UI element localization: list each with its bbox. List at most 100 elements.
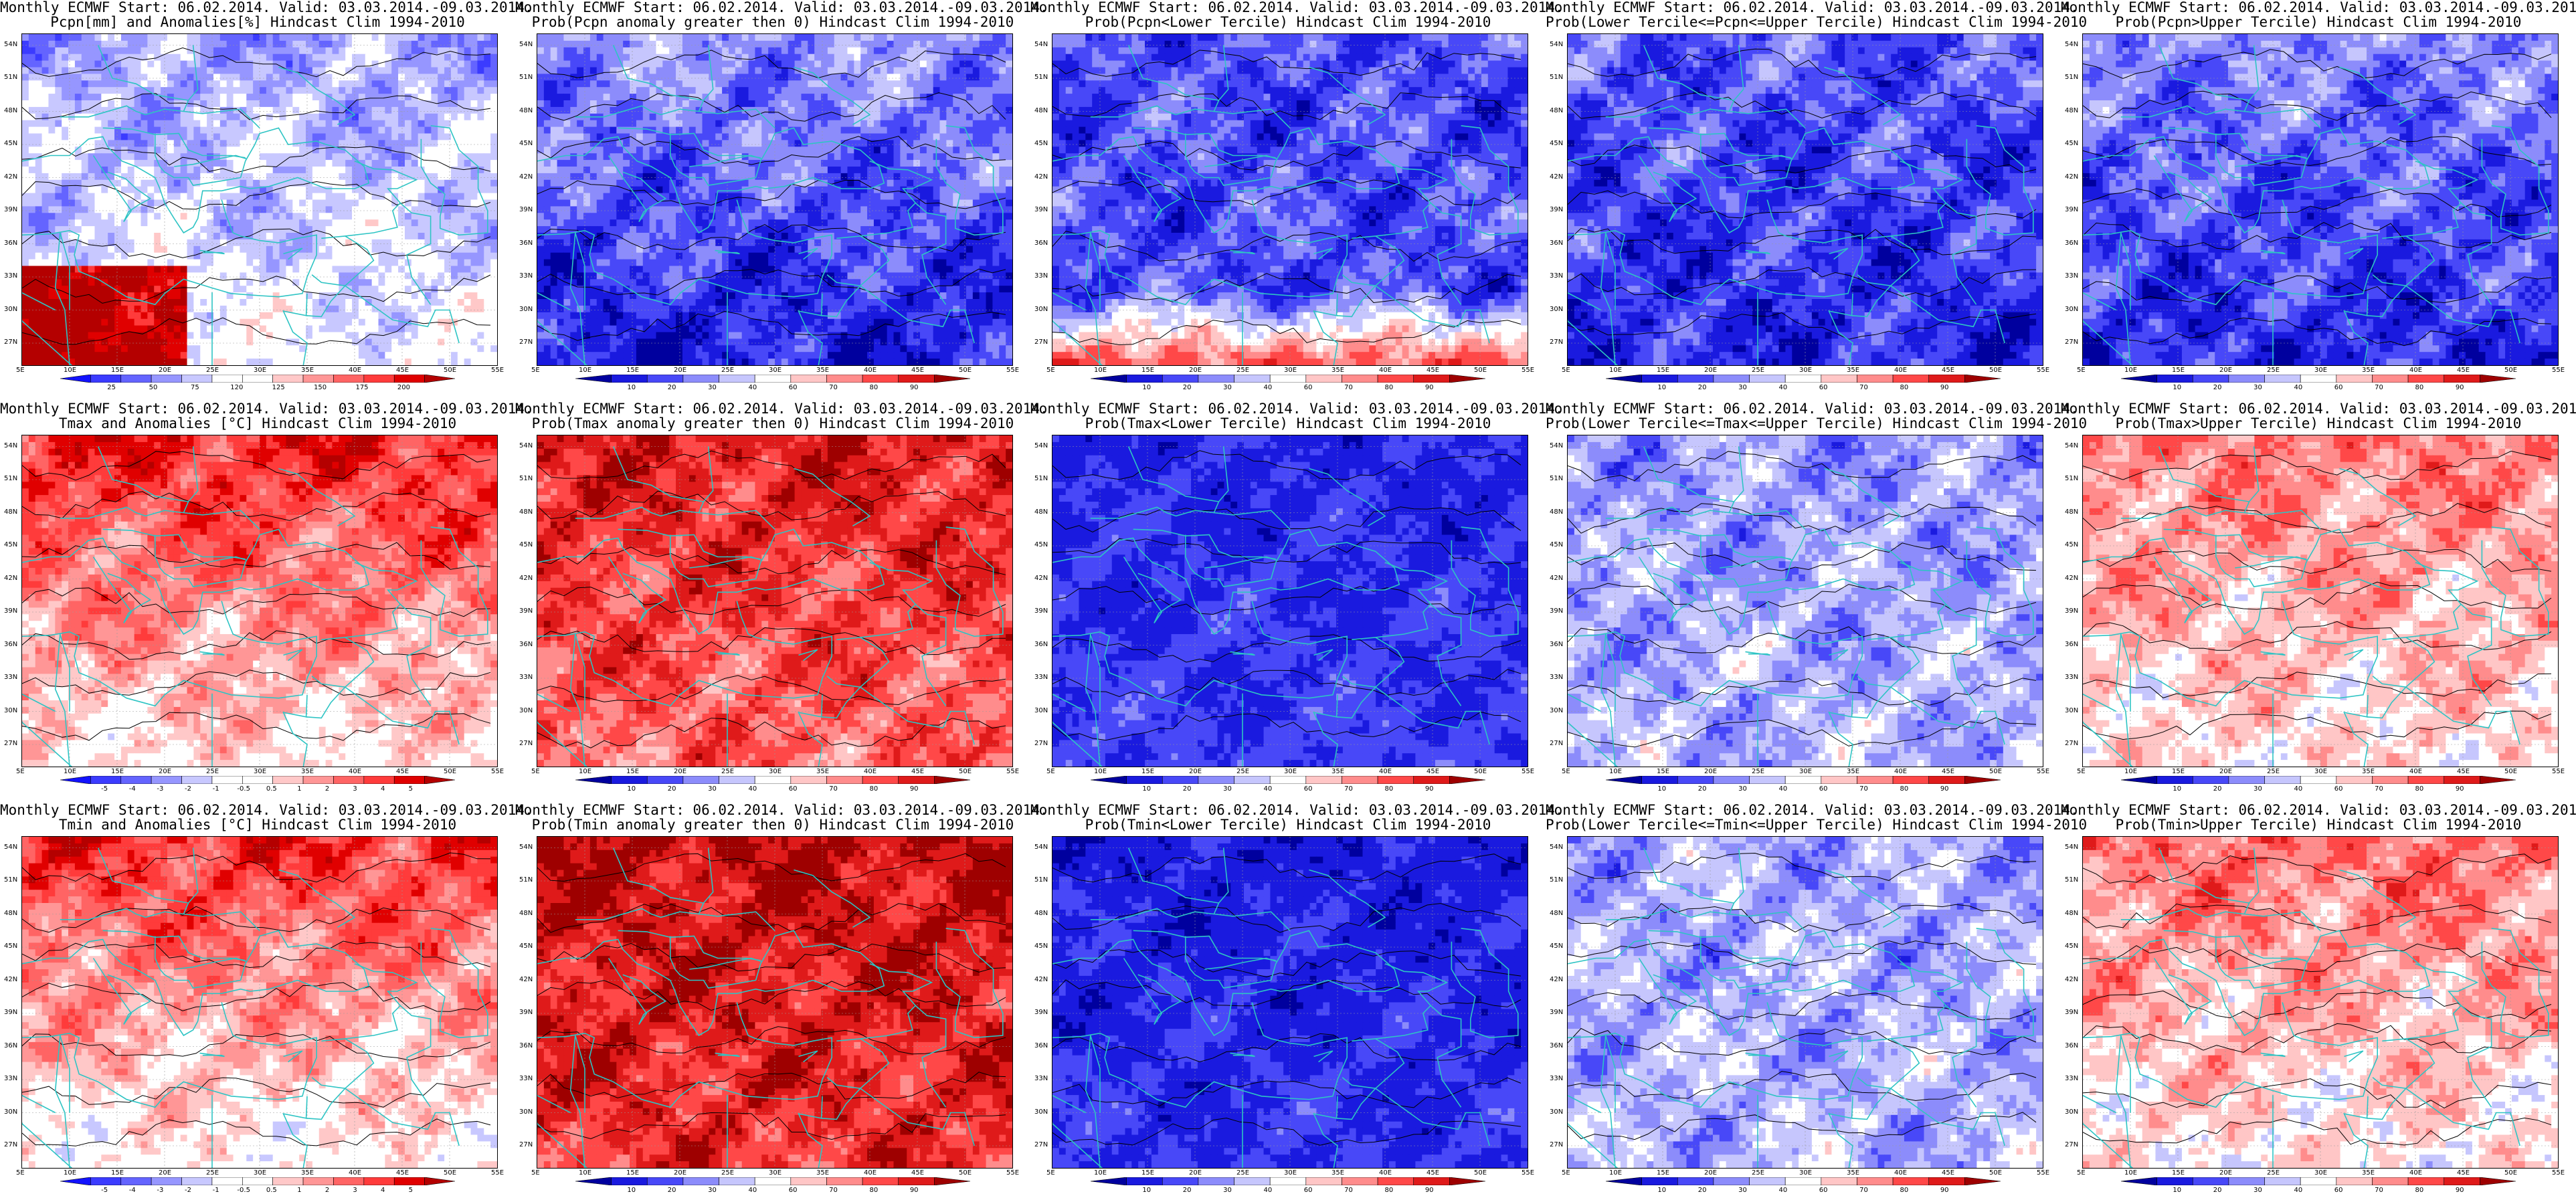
colorbar-tick-label: 10 [627, 384, 636, 391]
lat-label: 51N [2065, 74, 2078, 81]
lon-label: 50E [444, 768, 456, 775]
lat-label: 33N [4, 272, 17, 280]
colorbar-swatch [393, 375, 425, 383]
colorbar-tick-label: 30 [1223, 384, 1232, 391]
coastlines-borders [1052, 847, 1519, 1168]
panel-title-line2: Prob(Tmin anomaly greater then 0) Hindca… [515, 817, 1030, 833]
colorbar-tick-label: 5 [409, 785, 413, 793]
colorbar-tick-label: 20 [668, 1187, 676, 1194]
colorbar-swatch [1641, 1177, 1678, 1185]
lon-label: 10E [2124, 367, 2137, 374]
colorbar-tick-label: 2 [325, 785, 329, 793]
graticule [1052, 34, 1528, 365]
colorbar-swatch [1749, 375, 1786, 383]
colorbar-tick-label: 10 [2173, 384, 2181, 391]
colorbar-swatch [2336, 776, 2373, 784]
lon-label: 35E [301, 1169, 314, 1177]
colorbar-swatch [90, 776, 122, 784]
lon-label: 40E [1379, 768, 1392, 775]
colorbar-swatch [826, 776, 863, 784]
colorbar-swatch [1857, 776, 1894, 784]
lon-label: 45E [396, 768, 409, 775]
colorbar-swatch [60, 375, 91, 383]
colorbar-swatch [1377, 375, 1414, 383]
colorbar [575, 776, 970, 784]
colorbar-swatch [2228, 1177, 2265, 1185]
forecast-panel: Monthly ECMWF Start: 06.02.2014. Valid: … [2061, 803, 2576, 1204]
lat-label: 33N [519, 674, 533, 681]
colorbar [1091, 776, 1485, 784]
colorbar-tick-label: 75 [191, 384, 199, 391]
colorbar-tick-label: 40 [748, 785, 757, 793]
colorbar [60, 776, 455, 784]
colorbar-swatch [862, 375, 899, 383]
lat-label: 27N [1034, 740, 1048, 747]
colorbar-swatch [934, 776, 970, 784]
lat-label: 36N [1550, 1042, 1563, 1049]
lon-label: 10E [1094, 1169, 1107, 1177]
colorbar-swatch [1234, 375, 1271, 383]
contour-lines [537, 853, 1006, 1140]
lat-label: 30N [1034, 707, 1048, 714]
colorbar-tick-label: -2 [185, 1187, 191, 1194]
colorbar-swatch [393, 776, 425, 784]
lon-label: 5E [531, 1169, 540, 1177]
lon-label: 20E [674, 367, 686, 374]
lat-label: 30N [1550, 306, 1563, 313]
colorbar-swatch [424, 776, 455, 784]
panel-title-line2: Prob(Lower Tercile<=Tmin<=Upper Tercile)… [1546, 817, 2087, 833]
colorbar-tick-label: 30 [1738, 785, 1747, 793]
map-field [537, 837, 1012, 1168]
map-field [537, 34, 1012, 365]
lon-label: 5E [2077, 1169, 2086, 1177]
colorbar-swatch [60, 776, 91, 784]
lat-label: 42N [519, 976, 533, 983]
lat-label: 54N [1550, 41, 1563, 48]
lat-label: 54N [2065, 41, 2078, 48]
colorbar-swatch [611, 776, 648, 784]
colorbar-swatch [242, 776, 273, 784]
lat-label: 48N [4, 508, 17, 516]
lat-label: 30N [519, 707, 533, 714]
colorbar-tick-label: 200 [397, 384, 410, 391]
colorbar-swatch [1126, 375, 1163, 383]
colorbar-tick-label: 80 [869, 1187, 878, 1194]
lat-label: 48N [519, 910, 533, 917]
colorbar-swatch [719, 375, 755, 383]
colorbar-tick-label: 20 [1183, 1187, 1192, 1194]
colorbar-tick-label: 70 [1344, 785, 1353, 793]
colorbar-tick-label: 90 [1940, 785, 1949, 793]
lat-label: 45N [1550, 541, 1563, 548]
forecast-panel: Monthly ECMWF Start: 06.02.2014. Valid: … [2061, 0, 2576, 401]
colorbar-swatch [719, 776, 755, 784]
colorbar-swatch [611, 375, 648, 383]
colorbar-swatch [120, 776, 152, 784]
lon-label: 10E [2124, 768, 2137, 775]
lat-label: 27N [519, 740, 533, 747]
colorbar-swatch [302, 375, 334, 383]
colorbar-swatch [424, 375, 455, 383]
lon-label: 55E [1006, 367, 1019, 374]
map-field [2083, 435, 2558, 767]
lon-label: 30E [254, 768, 266, 775]
colorbar-tick-label: 90 [2456, 1187, 2464, 1194]
lat-label: 45N [519, 140, 533, 147]
lon-label: 15E [626, 367, 639, 374]
colorbar-swatch [151, 1177, 182, 1185]
map-field [1568, 34, 2043, 365]
colorbar-swatch [90, 375, 122, 383]
lon-label: 35E [1331, 367, 1344, 374]
colorbar-tick-label: 90 [910, 785, 919, 793]
map-area [21, 435, 498, 767]
colorbar-swatch [1342, 776, 1378, 784]
coastlines-borders [22, 45, 488, 365]
lat-label: 30N [519, 1108, 533, 1116]
colorbar-tick-label: -3 [157, 785, 163, 793]
colorbar-tick-label: 60 [1819, 384, 1828, 391]
colorbar-swatch [1713, 776, 1750, 784]
colorbar [1606, 1177, 2001, 1185]
colorbar-tick-label: -2 [185, 785, 191, 793]
lon-label: 20E [1189, 768, 1202, 775]
lon-label: 40E [349, 367, 361, 374]
lat-label: 33N [1034, 674, 1048, 681]
